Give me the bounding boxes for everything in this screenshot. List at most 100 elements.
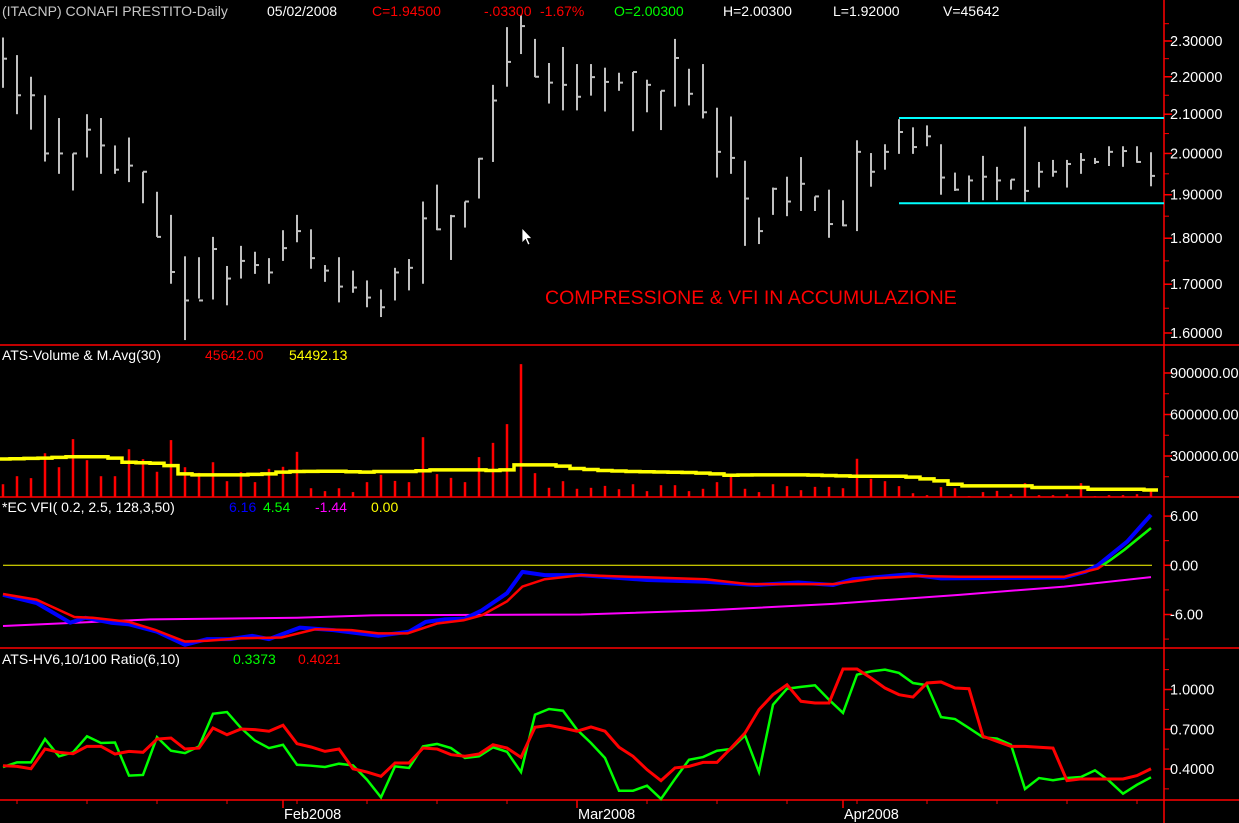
price-bar <box>632 71 637 132</box>
price-bar <box>702 64 707 119</box>
price-bar <box>646 79 651 113</box>
price-bar <box>464 200 469 228</box>
month-label: Apr2008 <box>844 807 899 823</box>
price-bar <box>1094 157 1099 164</box>
price-bar <box>926 125 931 147</box>
header-change: -.03300 <box>484 3 532 19</box>
header-close: C=1.94500 <box>372 3 441 19</box>
price-bar <box>296 214 301 243</box>
price-bar <box>940 144 945 195</box>
price-bar <box>114 145 119 174</box>
price-bar <box>156 191 161 238</box>
price-bar <box>422 201 427 284</box>
price-bar <box>534 38 539 78</box>
price-bar <box>408 259 413 291</box>
hv-title: ATS-HV6,10/100 Ratio(6,10) <box>2 651 180 667</box>
price-bar <box>436 184 441 231</box>
price-axis-label: 1.80000 <box>1170 231 1222 247</box>
price-bar <box>310 229 315 269</box>
header-volume: V=45642 <box>943 3 1000 19</box>
price-bar <box>576 64 581 111</box>
price-bar <box>604 67 609 112</box>
channel-lines <box>899 117 1164 205</box>
price-bar <box>716 107 721 178</box>
header-date: 05/02/2008 <box>267 3 337 19</box>
vfi-axis-label: -6.00 <box>1170 608 1203 624</box>
price-bar <box>744 160 749 246</box>
volume-ma-last-value: 54492.13 <box>289 347 348 363</box>
price-bar <box>898 119 903 154</box>
price-bar <box>324 265 329 282</box>
price-bar <box>912 127 917 154</box>
header-change-pct: -1.67% <box>540 3 584 19</box>
price-bar <box>282 230 287 261</box>
price-bar <box>688 68 693 106</box>
chart-title: (ITACNP) CONAFI PRESTITO-Daily <box>2 3 228 19</box>
price-bar <box>2 37 7 88</box>
price-bar <box>58 118 63 174</box>
vfi-zero-last-value: 0.00 <box>371 499 398 515</box>
header-open: O=2.00300 <box>614 3 684 19</box>
price-bar <box>800 157 805 211</box>
vfi-signal-line <box>2 527 1152 643</box>
price-bar <box>394 267 399 301</box>
vfi-signal-last-value: 4.54 <box>263 499 290 515</box>
price-bar <box>730 116 735 174</box>
price-bar <box>772 187 777 215</box>
price-bar <box>1080 153 1085 174</box>
price-bar <box>352 270 357 293</box>
price-bar <box>170 214 175 284</box>
price-bar <box>100 118 105 174</box>
annotation-text: COMPRESSIONE & VFI IN ACCUMULAZIONE <box>545 287 957 309</box>
price-axis-label: 2.20000 <box>1170 70 1222 86</box>
price-bar <box>1038 161 1043 188</box>
hv10-last-value: 0.4021 <box>298 651 341 667</box>
hv6-last-value: 0.3373 <box>233 651 276 667</box>
price-bar <box>338 257 343 303</box>
price-bar <box>856 140 861 232</box>
vfi-axis-label: 0.00 <box>1170 558 1198 574</box>
price-bar <box>996 166 1001 201</box>
hv-lines <box>2 667 1152 801</box>
hv-axis-label: 0.4000 <box>1170 762 1214 778</box>
hv-axis-label: 0.7000 <box>1170 722 1214 738</box>
price-bar <box>492 84 497 162</box>
price-axis-label: 2.30000 <box>1170 34 1222 50</box>
volume-axis-label: 900000.00 <box>1170 366 1239 382</box>
price-bar <box>1122 146 1127 167</box>
price-bar <box>954 172 959 191</box>
hv-axis-label: 1.0000 <box>1170 683 1214 699</box>
price-bar <box>1150 152 1155 187</box>
price-bar <box>366 280 371 308</box>
volume-ma30-line <box>0 454 1158 492</box>
vfi-last-value: 6.16 <box>229 499 256 515</box>
price-bar <box>128 137 133 183</box>
price-bar <box>506 27 511 87</box>
price-bar <box>72 152 77 191</box>
price-axis-label: 2.00000 <box>1170 146 1222 162</box>
price-bar <box>1136 146 1141 163</box>
price-axis-label: 1.70000 <box>1170 277 1222 293</box>
month-label: Feb2008 <box>284 807 341 823</box>
price-bar <box>44 95 49 162</box>
price-bar <box>674 38 679 107</box>
price-bar <box>1010 178 1015 190</box>
vfi-lines <box>2 513 1153 647</box>
volume-bars <box>0 364 1158 497</box>
price-bar <box>16 55 21 115</box>
price-axis-label: 1.90000 <box>1170 188 1222 204</box>
price-bar <box>562 46 567 111</box>
price-bar <box>86 114 91 158</box>
price-bar <box>380 289 385 318</box>
price-bar <box>660 89 665 131</box>
volume-axis-label: 600000.00 <box>1170 408 1239 424</box>
y-axis-labels: 2.30000 2.20000 2.10000 2.00000 1.90000 1.800… <box>1170 34 1239 778</box>
price-bar <box>884 144 889 170</box>
price-axis-label: 2.10000 <box>1170 107 1222 123</box>
price-bar <box>814 195 819 211</box>
price-bar <box>1052 159 1057 177</box>
price-bar <box>828 189 833 238</box>
